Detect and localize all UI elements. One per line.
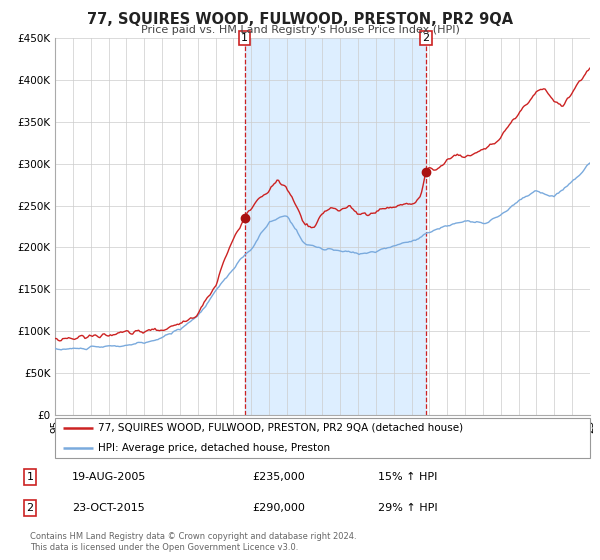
Bar <box>245 38 426 415</box>
FancyBboxPatch shape <box>55 418 590 458</box>
Text: 2: 2 <box>26 503 34 513</box>
Text: 2: 2 <box>422 33 430 43</box>
Text: HPI: Average price, detached house, Preston: HPI: Average price, detached house, Pres… <box>98 443 330 453</box>
Text: 1: 1 <box>241 33 248 43</box>
Text: 19-AUG-2005: 19-AUG-2005 <box>72 472 146 482</box>
Text: Price paid vs. HM Land Registry's House Price Index (HPI): Price paid vs. HM Land Registry's House … <box>140 25 460 35</box>
Text: This data is licensed under the Open Government Licence v3.0.: This data is licensed under the Open Gov… <box>30 543 298 552</box>
Text: £235,000: £235,000 <box>252 472 305 482</box>
Text: 1: 1 <box>26 472 34 482</box>
Text: £290,000: £290,000 <box>252 503 305 513</box>
Text: 23-OCT-2015: 23-OCT-2015 <box>72 503 145 513</box>
Text: 77, SQUIRES WOOD, FULWOOD, PRESTON, PR2 9QA: 77, SQUIRES WOOD, FULWOOD, PRESTON, PR2 … <box>87 12 513 27</box>
Text: 77, SQUIRES WOOD, FULWOOD, PRESTON, PR2 9QA (detached house): 77, SQUIRES WOOD, FULWOOD, PRESTON, PR2 … <box>98 423 463 433</box>
Text: Contains HM Land Registry data © Crown copyright and database right 2024.: Contains HM Land Registry data © Crown c… <box>30 532 356 541</box>
Text: 29% ↑ HPI: 29% ↑ HPI <box>378 503 437 513</box>
Text: 15% ↑ HPI: 15% ↑ HPI <box>378 472 437 482</box>
